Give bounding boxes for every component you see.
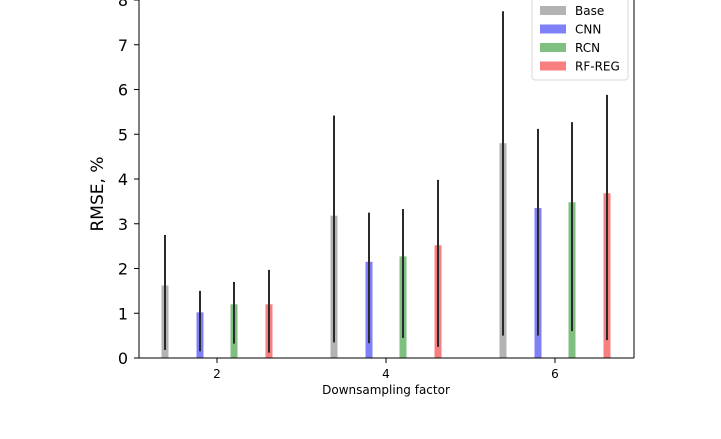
legend-swatch-rf-reg	[540, 61, 566, 71]
legend: Base CNN RCN RF-REG	[531, 0, 629, 81]
y-axis-label: RMSE, %	[88, 157, 108, 232]
legend-swatch-rcn	[540, 43, 566, 52]
bars-layer	[161, 143, 611, 358]
x-tick-label: 2	[213, 367, 221, 381]
legend-label-rcn: RCN	[575, 41, 600, 55]
y-tick-label: 0	[118, 349, 128, 368]
legend-swatch-cnn	[540, 24, 566, 34]
x-tick-label: 4	[382, 367, 390, 381]
legend-label-rf-reg: RF-REG	[575, 60, 620, 74]
y-tick-label: 8	[118, 0, 128, 10]
x-tick-label: 6	[551, 367, 559, 381]
y-tick-label: 2	[118, 260, 128, 279]
y-tick-label: 4	[118, 170, 128, 189]
error-bars-layer	[164, 11, 608, 353]
legend-label-base: Base	[575, 4, 604, 18]
y-tick-label: 3	[118, 215, 128, 234]
legend-frame	[531, 0, 629, 81]
y-tick-label: 6	[118, 81, 128, 100]
legend-swatch-base	[540, 6, 566, 15]
x-axis-label: Downsampling factor	[322, 383, 450, 397]
legend-label-cnn: CNN	[575, 23, 601, 37]
y-tick-label: 7	[118, 36, 128, 55]
axes-layer: 0 1 2 3 4 5 6 7 8 2 4 6	[118, 0, 635, 381]
y-tick-label: 1	[118, 304, 128, 323]
y-tick-label: 5	[118, 125, 128, 144]
